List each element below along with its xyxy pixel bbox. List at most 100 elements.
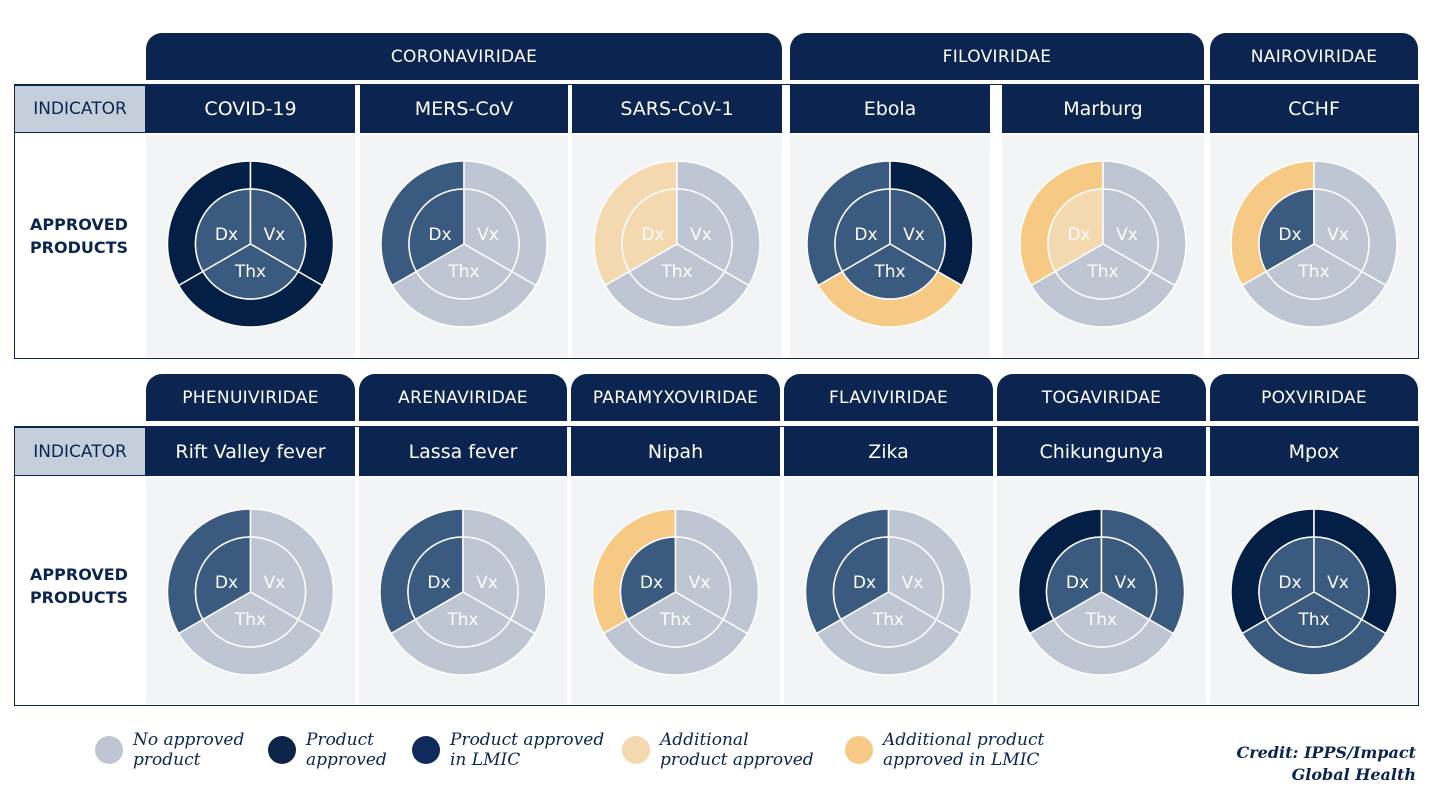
product-donut: Dx Vx Thx [166,160,335,328]
legend-swatch [622,736,650,764]
family-header: ARENAVIRIDAE [359,374,567,421]
legend-label: Product approved in LMIC [450,730,604,770]
thx-label: Thx [873,262,905,282]
thx-label: Thx [447,262,479,282]
thx-label: Thx [234,610,266,630]
dx-inner-segment [621,188,678,273]
legend-label-line: in LMIC [450,750,521,770]
disease-header: Zika [784,427,993,476]
legend-item: Product approved [268,730,387,770]
vx-inner-segment [249,188,307,273]
thx-label: Thx [1297,262,1329,282]
indicator-header: INDICATOR [14,427,146,476]
thx-inner-segment [201,243,300,300]
product-donut: Dx Vx Thx [1230,160,1398,328]
thx-inner-segment [628,243,726,300]
family-header: TOGAVIRIDAE [997,374,1206,421]
thx-inner-segment [626,591,725,648]
dx-label: Dx [428,225,451,245]
vx-label: Vx [476,573,498,593]
dx-label: Dx [1278,225,1301,245]
legend-swatch [268,736,296,764]
legend-label: Additional product approved in LMIC [883,730,1044,770]
dx-label: Dx [1067,225,1090,245]
dx-inner-segment [1258,188,1315,273]
legend-swatch [412,736,440,764]
thx-label: Thx [446,610,478,630]
dx-inner-segment [1045,536,1103,621]
disease-header: CCHF [1210,85,1418,133]
thx-label: Thx [659,610,691,630]
credit-line-1: Credit: IPPS/Impact [1236,743,1416,762]
legend-label-line: Product [306,730,374,750]
product-donut: Dx Vx Thx [379,508,547,676]
indicator-header: INDICATOR [14,85,146,133]
product-donut: Dx Vx Thx [1230,508,1398,676]
product-donut: Dx Vx Thx [591,508,760,676]
vx-label: Vx [902,573,924,593]
disease-header: Rift Valley fever [146,427,355,476]
dx-inner-segment [832,536,890,621]
credit: Credit: IPPS/Impact Global Health [1236,742,1416,786]
legend-label-line: Additional [660,730,749,750]
dx-inner-segment [1258,536,1315,621]
dx-inner-segment [407,536,464,621]
row-label-line: PRODUCTS [29,588,129,607]
thx-label: Thx [872,610,904,630]
product-donut: Dx Vx Thx [166,508,335,676]
thx-inner-segment [1265,591,1363,648]
family-header: FILOVIRIDAE [790,33,1204,80]
disease-header: COVID-19 [146,85,355,133]
dx-label: Dx [1066,573,1089,593]
family-header: PARAMYXOVIRIDAE [571,374,780,421]
dx-inner-segment [194,188,252,273]
legend-item: Additional product approved in LMIC [845,730,1044,770]
disease-header: SARS-CoV-1 [572,85,782,133]
vx-inner-segment [1100,536,1158,621]
family-header: POXVIRIDAE [1210,374,1418,421]
legend-label-line: approved in LMIC [883,750,1040,770]
legend-swatch [845,736,873,764]
vx-inner-segment [674,536,732,621]
thx-label: Thx [1086,262,1118,282]
thx-inner-segment [415,243,513,300]
vx-label: Vx [690,225,712,245]
vx-label: Vx [264,225,286,245]
family-header: FLAVIVIRIDAE [784,374,993,421]
thx-inner-segment [201,591,300,648]
product-donut: Dx Vx Thx [593,160,761,328]
legend-item: Additional product approved [622,730,814,770]
thx-inner-segment [839,591,938,648]
legend-label: Product approved [306,730,387,770]
vx-label: Vx [477,225,499,245]
disease-header: Marburg [1002,85,1204,133]
table-frame [14,84,1419,359]
product-donut: Dx Vx Thx [806,160,974,328]
vx-inner-segment [1313,536,1370,621]
disease-header: Lassa fever [359,427,567,476]
dx-label: Dx [854,225,877,245]
legend-label-line: approved [306,750,387,770]
table-frame [14,426,1419,706]
dx-inner-segment [619,536,677,621]
dx-inner-segment [834,188,891,273]
product-donut: Dx Vx Thx [380,160,548,328]
vx-inner-segment [889,188,946,273]
vx-label: Vx [689,573,711,593]
vx-inner-segment [463,188,520,273]
row-label-line: PRODUCTS [29,238,129,257]
dx-label: Dx [853,573,876,593]
dx-label: Dx [427,573,450,593]
thx-label: Thx [1297,610,1329,630]
legend-item: Product approved in LMIC [412,730,604,770]
product-donut: Dx Vx Thx [1017,508,1186,676]
vx-label: Vx [1115,573,1137,593]
dx-label: Dx [215,225,238,245]
row-label-approved-products: APPROVED PRODUCTS [14,563,144,609]
legend-label-line: Product approved [450,730,605,750]
family-header: CORONAVIRIDAE [146,33,782,80]
disease-header: Chikungunya [997,427,1206,476]
thx-inner-segment [841,243,939,300]
legend-label-line: product [133,750,201,770]
dx-inner-segment [194,536,252,621]
